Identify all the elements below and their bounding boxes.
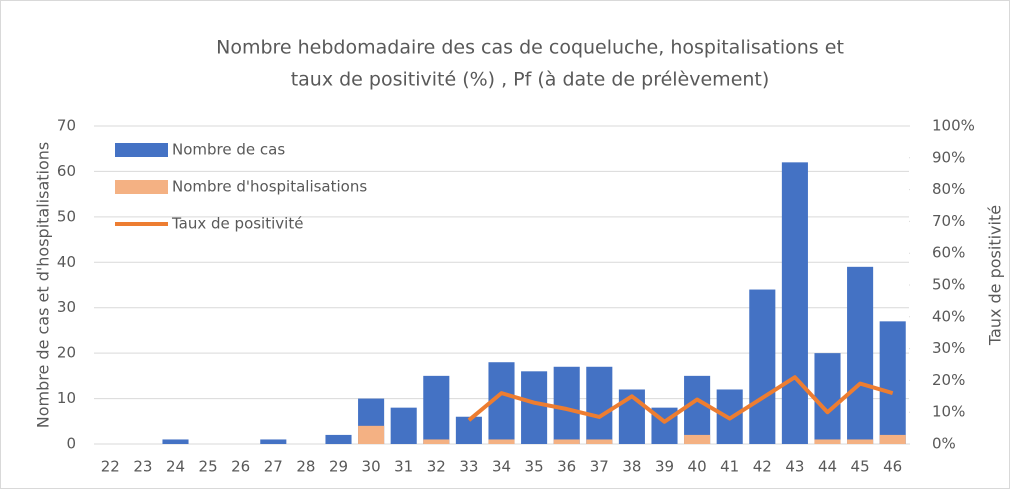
y-tick-label: 40 [57,253,76,271]
line [467,375,894,424]
bar [684,375,711,444]
y-tick-label: 30 [57,298,76,316]
bar [553,439,580,444]
bar [390,407,417,444]
y2-tick-label: 80% [932,180,965,198]
x-tick-label: 26 [231,458,250,476]
y2-tick-label: 60% [932,244,965,262]
x-tick-label: 32 [427,458,446,476]
legend-swatch [115,143,168,157]
y2-tick-label: 30% [932,339,965,357]
y2-tick-label: 20% [932,371,965,389]
bar [162,439,189,444]
x-tick-label: 43 [785,458,804,476]
y-tick-label: 50 [57,207,76,225]
bar [879,434,906,444]
x-tick-label: 44 [818,458,837,476]
y2-tick-label: 50% [932,276,965,294]
bar [423,375,450,444]
bar [879,321,906,444]
bar [814,439,841,444]
x-tick-label: 41 [720,458,739,476]
legend-swatch [115,180,168,194]
y2-axis-title: Taux de positivité [986,205,1005,346]
bar [781,162,808,445]
bar [814,353,841,444]
bar [749,289,776,444]
bar [488,439,515,444]
chart-title: Nombre hebdomadaire des cas de coqueluch… [216,37,844,59]
bar [521,371,548,444]
x-tick-label: 37 [590,458,609,476]
x-tick-label: 31 [394,458,413,476]
x-tick-label: 39 [655,458,674,476]
legend-label: Nombre de cas [172,141,285,159]
y-tick-label: 70 [57,117,76,135]
y2-tick-label: 10% [932,403,965,421]
x-tick-label: 42 [753,458,772,476]
x-tick-label: 27 [264,458,283,476]
bar [423,439,450,444]
y2-tick-label: 70% [932,212,965,230]
legend-label: Taux de positivité [171,215,303,233]
x-tick-label: 36 [557,458,576,476]
bar [455,416,482,444]
x-tick-label: 30 [362,458,381,476]
chart-title: taux de positivité (%) , Pf (à date de p… [291,69,770,91]
y2-tick-label: 90% [932,148,965,166]
y-tick-label: 20 [57,344,76,362]
bar [586,366,613,444]
bar [488,362,515,444]
x-tick-label: 22 [101,458,120,476]
bar [847,266,874,444]
bar [260,439,287,444]
bar [358,425,385,444]
y2-tick-label: 0% [932,435,956,453]
y2-tick-label: 100% [932,117,975,135]
y-tick-label: 0 [66,435,76,453]
x-tick-label: 35 [525,458,544,476]
x-tick-label: 46 [883,458,902,476]
x-tick-label: 28 [296,458,315,476]
y-tick-label: 10 [57,389,76,407]
x-tick-label: 40 [688,458,707,476]
bar [684,434,711,444]
x-tick-label: 25 [199,458,218,476]
x-tick-label: 45 [851,458,870,476]
bar [586,439,613,444]
x-tick-label: 29 [329,458,348,476]
y2-tick-label: 40% [932,307,965,325]
legend-label: Nombre d'hospitalisations [172,178,367,196]
bar [847,439,874,444]
x-tick-label: 34 [492,458,511,476]
x-tick-label: 38 [622,458,641,476]
x-tick-label: 23 [133,458,152,476]
bar [325,434,352,444]
x-tick-label: 33 [459,458,478,476]
x-tick-label: 24 [166,458,185,476]
y-tick-label: 60 [57,162,76,180]
y-axis-title: Nombre de cas et d'hospitalisations [34,142,53,428]
